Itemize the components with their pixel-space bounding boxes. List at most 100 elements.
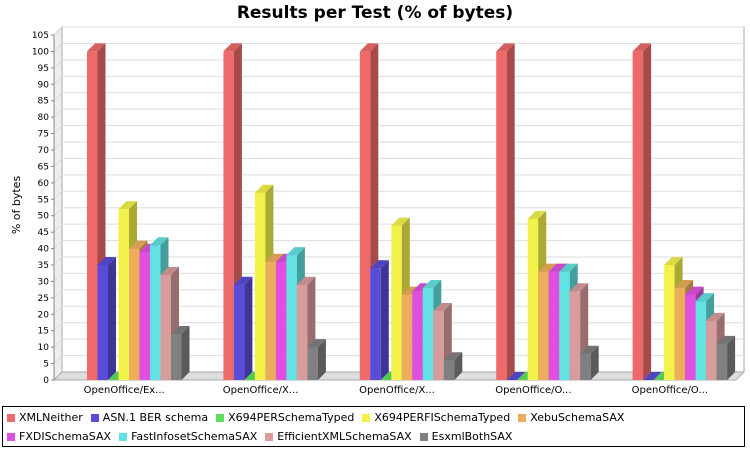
grid-line <box>53 289 63 299</box>
legend-label: FXDISchemaSAX <box>19 430 112 443</box>
legend-item: EfficientXMLSchemaSAX <box>265 430 412 443</box>
y-tick-label: 75 <box>38 130 49 140</box>
grid-line <box>53 75 63 85</box>
bar-front <box>233 284 245 380</box>
legend-item: X694PERFISchemaTyped <box>362 411 510 424</box>
legend-swatch <box>7 413 15 422</box>
grid-line <box>53 141 63 151</box>
bar-top <box>695 293 715 302</box>
x-category-label: OpenOffice/O... <box>632 385 708 396</box>
legend-swatch <box>518 413 527 422</box>
bar-front <box>433 311 444 380</box>
bar-front <box>265 261 276 380</box>
bar-top <box>286 247 305 256</box>
bar <box>496 43 515 381</box>
bar-top <box>171 326 190 334</box>
bar <box>443 352 463 380</box>
bar-side <box>108 257 116 380</box>
legend-swatch <box>216 413 225 422</box>
grid-line <box>53 59 63 69</box>
x-category-label: OpenOffice/X... <box>359 385 435 396</box>
legend-label: ASN.1 BER schema <box>102 411 209 424</box>
bar-side <box>643 43 652 381</box>
legend-swatch <box>7 432 15 441</box>
legend-item: XMLNeither <box>7 411 83 424</box>
chart-title: Results per Test (% of bytes) <box>237 3 513 23</box>
bar-front <box>171 334 182 380</box>
bar <box>643 372 662 380</box>
bar-front <box>422 288 434 380</box>
bar-front <box>527 219 539 380</box>
bar-top <box>706 312 725 321</box>
bar-front <box>569 291 581 380</box>
grid-line <box>53 240 63 249</box>
grid-line <box>53 92 63 102</box>
bar-front <box>632 51 644 381</box>
bar-top <box>254 184 274 193</box>
grid-line <box>53 108 63 118</box>
bar-side <box>181 326 190 380</box>
grid-line <box>53 190 63 200</box>
bar-front <box>706 320 717 380</box>
bar-front <box>548 271 560 380</box>
bar-front <box>674 288 686 380</box>
y-tick-label: 95 <box>38 64 49 74</box>
bar-top <box>632 43 652 52</box>
bar-front <box>401 294 413 380</box>
bar-top <box>559 263 578 272</box>
bar-front <box>129 248 140 380</box>
bar-top <box>160 266 179 275</box>
legend-item: FXDISchemaSAX <box>7 430 111 443</box>
bar-top <box>506 372 526 380</box>
bar-top <box>527 211 547 219</box>
y-tick-label: 30 <box>38 277 50 287</box>
bar-front <box>139 251 150 380</box>
y-tick-label: 40 <box>38 245 50 255</box>
bar-front <box>538 271 549 380</box>
grid-line <box>53 207 63 217</box>
x-category-label: OpenOffice/X... <box>223 385 299 396</box>
legend-swatch <box>419 432 428 441</box>
bar-top <box>359 43 379 52</box>
legend-swatch <box>362 413 371 422</box>
legend-label: EsxmlBothSAX <box>431 430 513 443</box>
legend-swatch <box>265 432 274 441</box>
bar-front <box>97 265 108 380</box>
y-tick-label: 105 <box>32 31 49 41</box>
bar-top <box>307 339 326 348</box>
y-axis-ticks: 0 5 10 15 20 25 30 35 40 45 50 55 60 65 70 75 80 85 90 95 10… <box>32 31 55 386</box>
x-category-label: OpenOffice/Ex... <box>84 385 165 396</box>
bar <box>307 339 326 380</box>
bar-top <box>643 372 662 380</box>
legend-item: XebuSchemaSAX <box>518 411 624 424</box>
bar-front <box>559 271 570 380</box>
bar-front <box>580 353 591 380</box>
legend-row: FXDISchemaSAX FastInfosetSchemaSAX Efficie… <box>7 428 520 445</box>
bar-front <box>370 268 381 380</box>
bar-front <box>359 51 371 381</box>
grid-line <box>53 43 63 52</box>
bar-top <box>674 280 694 288</box>
legend-swatch <box>119 432 128 441</box>
bar-front <box>160 274 171 380</box>
bar-top <box>664 257 683 265</box>
y-axis-label: % of bytes <box>10 176 23 235</box>
bar-front <box>286 255 297 380</box>
bar-top <box>370 260 389 269</box>
bar-front <box>150 245 161 380</box>
bar-side <box>727 335 736 380</box>
bar-top <box>538 263 557 272</box>
bar-top <box>233 276 253 285</box>
bar-front <box>223 51 234 381</box>
y-tick-label: 10 <box>38 343 50 353</box>
bar-top <box>443 352 463 361</box>
bar-front <box>664 265 675 380</box>
bar-top <box>685 286 704 295</box>
bar-front <box>443 360 455 380</box>
bar-front <box>695 301 707 380</box>
legend-swatch <box>90 413 99 422</box>
legend-item: FastInfosetSchemaSAX <box>119 430 257 443</box>
x-category-label: OpenOffice/O... <box>495 385 571 396</box>
legend-label: XMLNeither <box>19 411 83 424</box>
